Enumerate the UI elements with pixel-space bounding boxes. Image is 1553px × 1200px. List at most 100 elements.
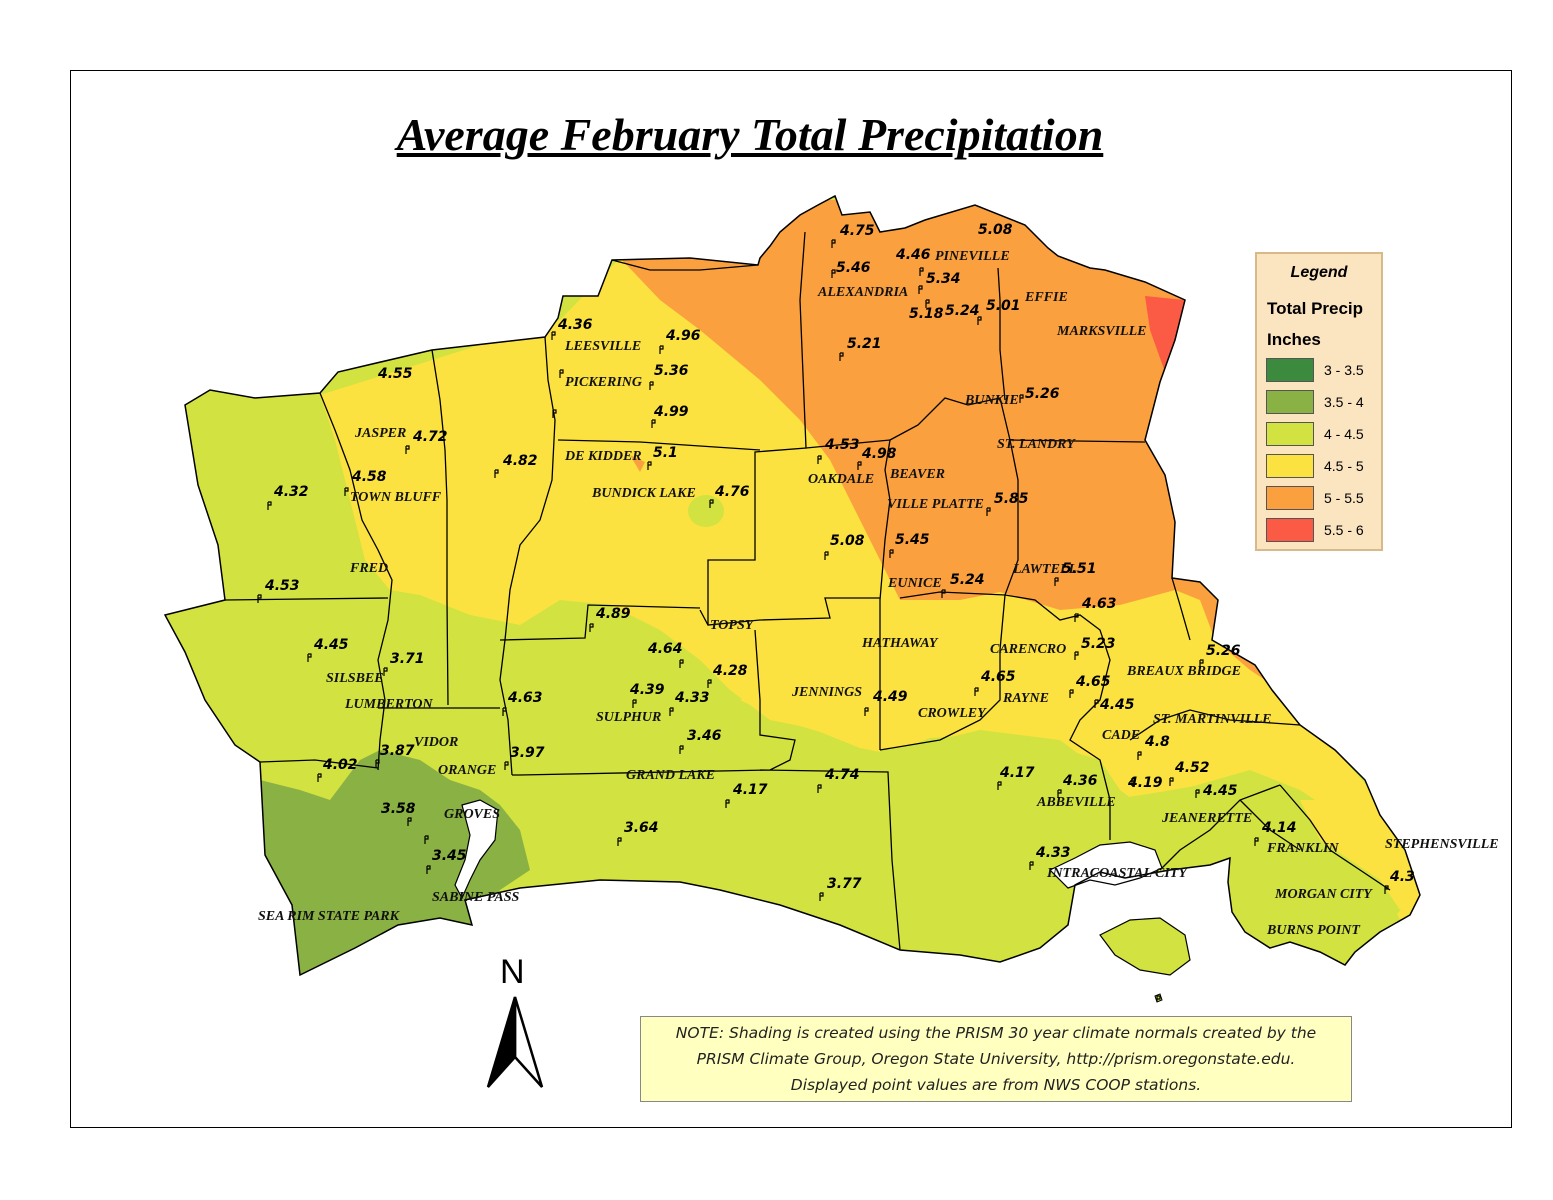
station-value: 4.63 bbox=[507, 690, 543, 706]
legend-swatch bbox=[1266, 422, 1314, 446]
station-value: 4.45 bbox=[1099, 697, 1135, 713]
station-value: 4.14 bbox=[1261, 820, 1297, 836]
place-stephensville: STEPHENSVILLE bbox=[1385, 837, 1499, 852]
station-value: 3.58 bbox=[381, 801, 416, 817]
station-value: 4.33 bbox=[674, 690, 710, 706]
station-markers bbox=[257, 239, 1389, 1002]
place-morgan-city: MORGAN CITY bbox=[1274, 887, 1373, 902]
legend-label: 5 - 5.5 bbox=[1324, 490, 1364, 506]
place-bundick-lake: BUNDICK LAKE bbox=[591, 486, 696, 501]
place-leesville: LEESVILLE bbox=[564, 339, 641, 354]
place-sabine-pass: SABINE PASS bbox=[432, 890, 519, 905]
place-jasper: JASPER bbox=[354, 426, 406, 441]
place-ville-platte: VILLE PLATTE bbox=[887, 497, 984, 512]
place-marksville: MARKSVILLE bbox=[1056, 324, 1146, 339]
place-sea-rim: SEA RIM STATE PARK bbox=[258, 909, 401, 924]
station-value: 4.53 bbox=[824, 437, 860, 453]
station-value: 4.65 bbox=[1075, 674, 1111, 690]
station-value: 4.32 bbox=[273, 484, 309, 500]
station-value: 5.21 bbox=[847, 336, 882, 352]
legend-item: 4 - 4.5 bbox=[1266, 422, 1376, 448]
station-value: 4.02 bbox=[322, 757, 358, 773]
legend-item: 5.5 - 6 bbox=[1266, 518, 1376, 544]
place-orange: ORANGE bbox=[438, 763, 496, 778]
legend-swatch bbox=[1266, 454, 1314, 478]
legend-swatch bbox=[1266, 486, 1314, 510]
station-value: 4.39 bbox=[629, 682, 665, 698]
station-value: 4.19 bbox=[1127, 775, 1163, 791]
legend: Legend Total Precip Inches 3 - 3.5 3.5 -… bbox=[1255, 252, 1383, 551]
station-value: 4.98 bbox=[861, 446, 897, 462]
place-crowley: CROWLEY bbox=[918, 706, 987, 721]
place-beaver: BEAVER bbox=[889, 467, 945, 482]
station-value: 5.23 bbox=[1081, 636, 1116, 652]
place-bunkie: BUNKIE bbox=[964, 393, 1019, 408]
station-value: 4.99 bbox=[653, 404, 689, 420]
station-value: 4.46 bbox=[895, 247, 931, 263]
place-intracoastal-city: INTRACOASTAL CITY bbox=[1046, 866, 1188, 881]
station-value: 5.24 bbox=[950, 572, 985, 588]
place-topsy: TOPSY bbox=[710, 618, 755, 633]
legend-item: 5 - 5.5 bbox=[1266, 486, 1376, 512]
place-labels: PINEVILLE ALEXANDRIA EFFIE MARKSVILLE LE… bbox=[258, 249, 1499, 938]
place-st-landry: ST. LANDRY bbox=[997, 437, 1076, 452]
station-value: 4.82 bbox=[502, 453, 538, 469]
place-dekidder: DE KIDDER bbox=[564, 449, 642, 464]
station-value: 4.17 bbox=[732, 782, 768, 798]
legend-item: 4.5 - 5 bbox=[1266, 454, 1376, 480]
legend-label: 3.5 - 4 bbox=[1324, 394, 1364, 410]
station-value: 4.3 bbox=[1389, 869, 1415, 885]
place-lumberton: LUMBERTON bbox=[344, 697, 434, 712]
station-value: 5.08 bbox=[978, 222, 1013, 238]
station-value: 4.45 bbox=[313, 637, 349, 653]
station-value: 5.24 bbox=[945, 303, 980, 319]
legend-label: 5.5 - 6 bbox=[1324, 522, 1364, 538]
station-value: 4.74 bbox=[824, 767, 860, 783]
legend-swatch bbox=[1266, 518, 1314, 542]
station-value: 4.63 bbox=[1081, 596, 1117, 612]
station-value: 3.97 bbox=[510, 745, 545, 761]
station-value: 4.55 bbox=[377, 366, 413, 382]
station-value: 3.87 bbox=[380, 743, 415, 759]
legend-label: 3 - 3.5 bbox=[1324, 362, 1364, 378]
place-eunice: EUNICE bbox=[887, 576, 942, 591]
map-title: Average February Total Precipitation bbox=[396, 109, 1104, 160]
station-value: 4.64 bbox=[647, 641, 683, 657]
station-value: 3.71 bbox=[390, 651, 425, 667]
legend-label: 4.5 - 5 bbox=[1324, 458, 1364, 474]
note-line-1: NOTE: Shading is created using the PRISM… bbox=[675, 1024, 1317, 1042]
place-sulphur: SULPHUR bbox=[596, 710, 661, 725]
station-value: 4.96 bbox=[665, 328, 701, 344]
station-values: 4.75 5.08 4.46 5.46 5.34 5.18 5.24 5.01 … bbox=[264, 222, 1415, 892]
station-value: 4.65 bbox=[980, 669, 1016, 685]
place-groves: GROVES bbox=[444, 807, 500, 822]
station-value: 3.64 bbox=[624, 820, 659, 836]
north-arrow-label: N bbox=[500, 953, 525, 991]
legend-heading: Legend bbox=[1290, 264, 1348, 281]
station-value: 5.18 bbox=[909, 306, 944, 322]
place-burns-point: BURNS POINT bbox=[1266, 923, 1361, 938]
note-line-3: Displayed point values are from NWS COOP… bbox=[790, 1076, 1202, 1094]
station-value: 5.34 bbox=[926, 271, 961, 287]
station-value: 5.08 bbox=[830, 533, 865, 549]
station-value: 4.52 bbox=[1174, 760, 1210, 776]
station-value: 5.51 bbox=[1062, 561, 1097, 577]
place-rayne: RAYNE bbox=[1002, 691, 1049, 706]
station-value: 4.36 bbox=[557, 317, 593, 333]
place-franklin: FRANKLIN bbox=[1266, 841, 1339, 856]
legend-swatch bbox=[1266, 390, 1314, 414]
place-vidor: VIDOR bbox=[414, 735, 458, 750]
station-value: 5.1 bbox=[653, 445, 678, 461]
place-cade: CADE bbox=[1102, 728, 1140, 743]
place-hathaway: HATHAWAY bbox=[861, 636, 939, 651]
station-value: 4.33 bbox=[1035, 845, 1071, 861]
north-arrow-icon bbox=[486, 996, 544, 1088]
place-town-bluff: TOWN BLUFF bbox=[350, 490, 442, 505]
legend-units: Inches bbox=[1267, 330, 1321, 349]
station-value: 5.46 bbox=[836, 260, 871, 276]
place-pineville: PINEVILLE bbox=[935, 249, 1010, 264]
place-jeanerette: JEANERETTE bbox=[1161, 811, 1252, 826]
station-value: 4.76 bbox=[714, 484, 750, 500]
